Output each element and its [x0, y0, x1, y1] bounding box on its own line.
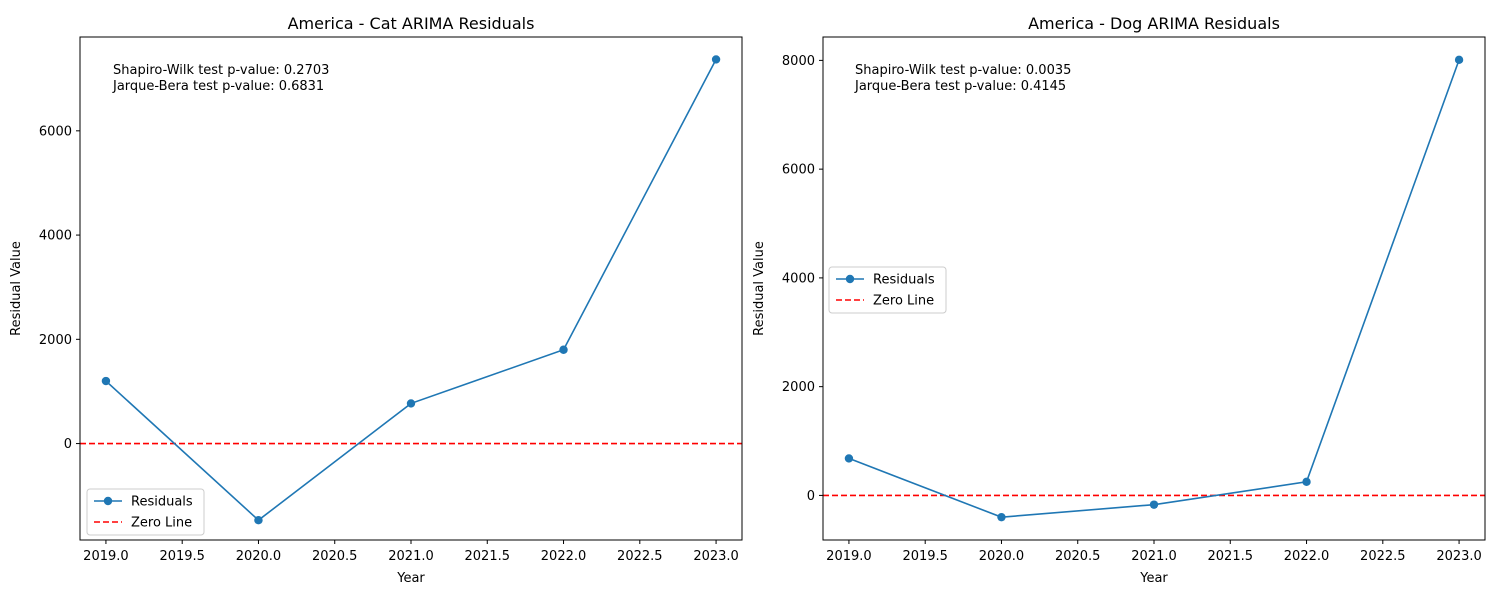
x-tick-label: 2020.0 — [236, 549, 282, 564]
annotation-text: Shapiro-Wilk test p-value: 0.0035 — [855, 63, 1071, 78]
x-tick-label: 2023.0 — [693, 549, 739, 564]
y-tick-label: 4000 — [782, 271, 815, 286]
x-axis-label: Year — [396, 571, 425, 586]
series-line-residuals — [105, 59, 717, 522]
y-tick-label: 0 — [807, 489, 815, 504]
y-tick-label: 6000 — [39, 124, 72, 139]
data-point — [559, 345, 568, 354]
annotation-text: Shapiro-Wilk test p-value: 0.2703 — [113, 63, 329, 78]
legend-residuals-label: Residuals — [873, 273, 935, 288]
legend: Residuals Zero Line — [828, 266, 947, 314]
y-axis-label: Residual Value — [752, 241, 767, 336]
legend-residuals-label: Residuals — [131, 495, 193, 510]
legend-zero-line-label: Zero Line — [131, 516, 192, 531]
chart-panel-1: America - Cat ARIMA Residuals 2019.0 2019.… — [9, 14, 743, 586]
y-tick-label: 0 — [64, 437, 72, 452]
chart-title: America - Cat ARIMA Residuals — [288, 14, 535, 33]
data-point — [711, 55, 721, 64]
data-point — [254, 515, 263, 525]
x-tick-label: 2022.5 — [1360, 549, 1406, 564]
x-tick-label: 2019.5 — [902, 549, 948, 564]
x-tick-label: 2019.0 — [83, 549, 129, 564]
x-tick-label: 2019.0 — [826, 549, 872, 564]
x-axis-label: Year — [1139, 571, 1168, 586]
x-tick-label: 2021.5 — [465, 549, 511, 564]
x-tick-label: 2022.0 — [541, 549, 587, 564]
x-tick-label: 2023.0 — [1436, 549, 1482, 564]
x-tick-label: 2022.0 — [1284, 549, 1330, 564]
y-tick-label: 2000 — [782, 380, 815, 395]
x-tick-label: 2020.0 — [979, 549, 1025, 564]
x-tick-label: 2022.5 — [617, 549, 663, 564]
y-axis-label: Residual Value — [9, 241, 24, 336]
y-tick-label: 4000 — [39, 229, 72, 244]
x-tick-label: 2020.5 — [1055, 549, 1101, 564]
legend: Residuals Zero Line — [86, 488, 205, 536]
annotation-text: Jarque-Bera test p-value: 0.4145 — [854, 79, 1066, 94]
legend-residuals-marker — [845, 274, 855, 284]
y-tick-label: 2000 — [39, 333, 72, 348]
data-point — [1454, 55, 1464, 65]
chart-title: America - Dog ARIMA Residuals — [1028, 14, 1280, 33]
data-point — [1302, 477, 1311, 487]
data-point — [406, 399, 416, 408]
data-point — [101, 376, 111, 386]
x-tick-label: 2021.0 — [1131, 549, 1177, 564]
chart-panel-2: America - Dog ARIMA Residuals 2019.0 2019.… — [752, 14, 1486, 586]
data-point — [844, 454, 854, 463]
data-point — [1149, 500, 1159, 509]
x-tick-label: 2020.5 — [312, 549, 358, 564]
axes-frame — [822, 36, 1486, 541]
data-point — [997, 512, 1006, 522]
x-tick-label: 2019.5 — [159, 549, 205, 564]
x-tick-label: 2021.5 — [1208, 549, 1254, 564]
axes-frame — [79, 36, 743, 541]
legend-zero-line-label: Zero Line — [873, 294, 934, 309]
y-tick-label: 6000 — [782, 163, 815, 178]
legend-residuals-marker — [103, 496, 113, 506]
y-tick-label: 8000 — [782, 54, 815, 69]
annotation-text: Jarque-Bera test p-value: 0.6831 — [112, 79, 324, 94]
x-tick-label: 2021.0 — [388, 549, 434, 564]
